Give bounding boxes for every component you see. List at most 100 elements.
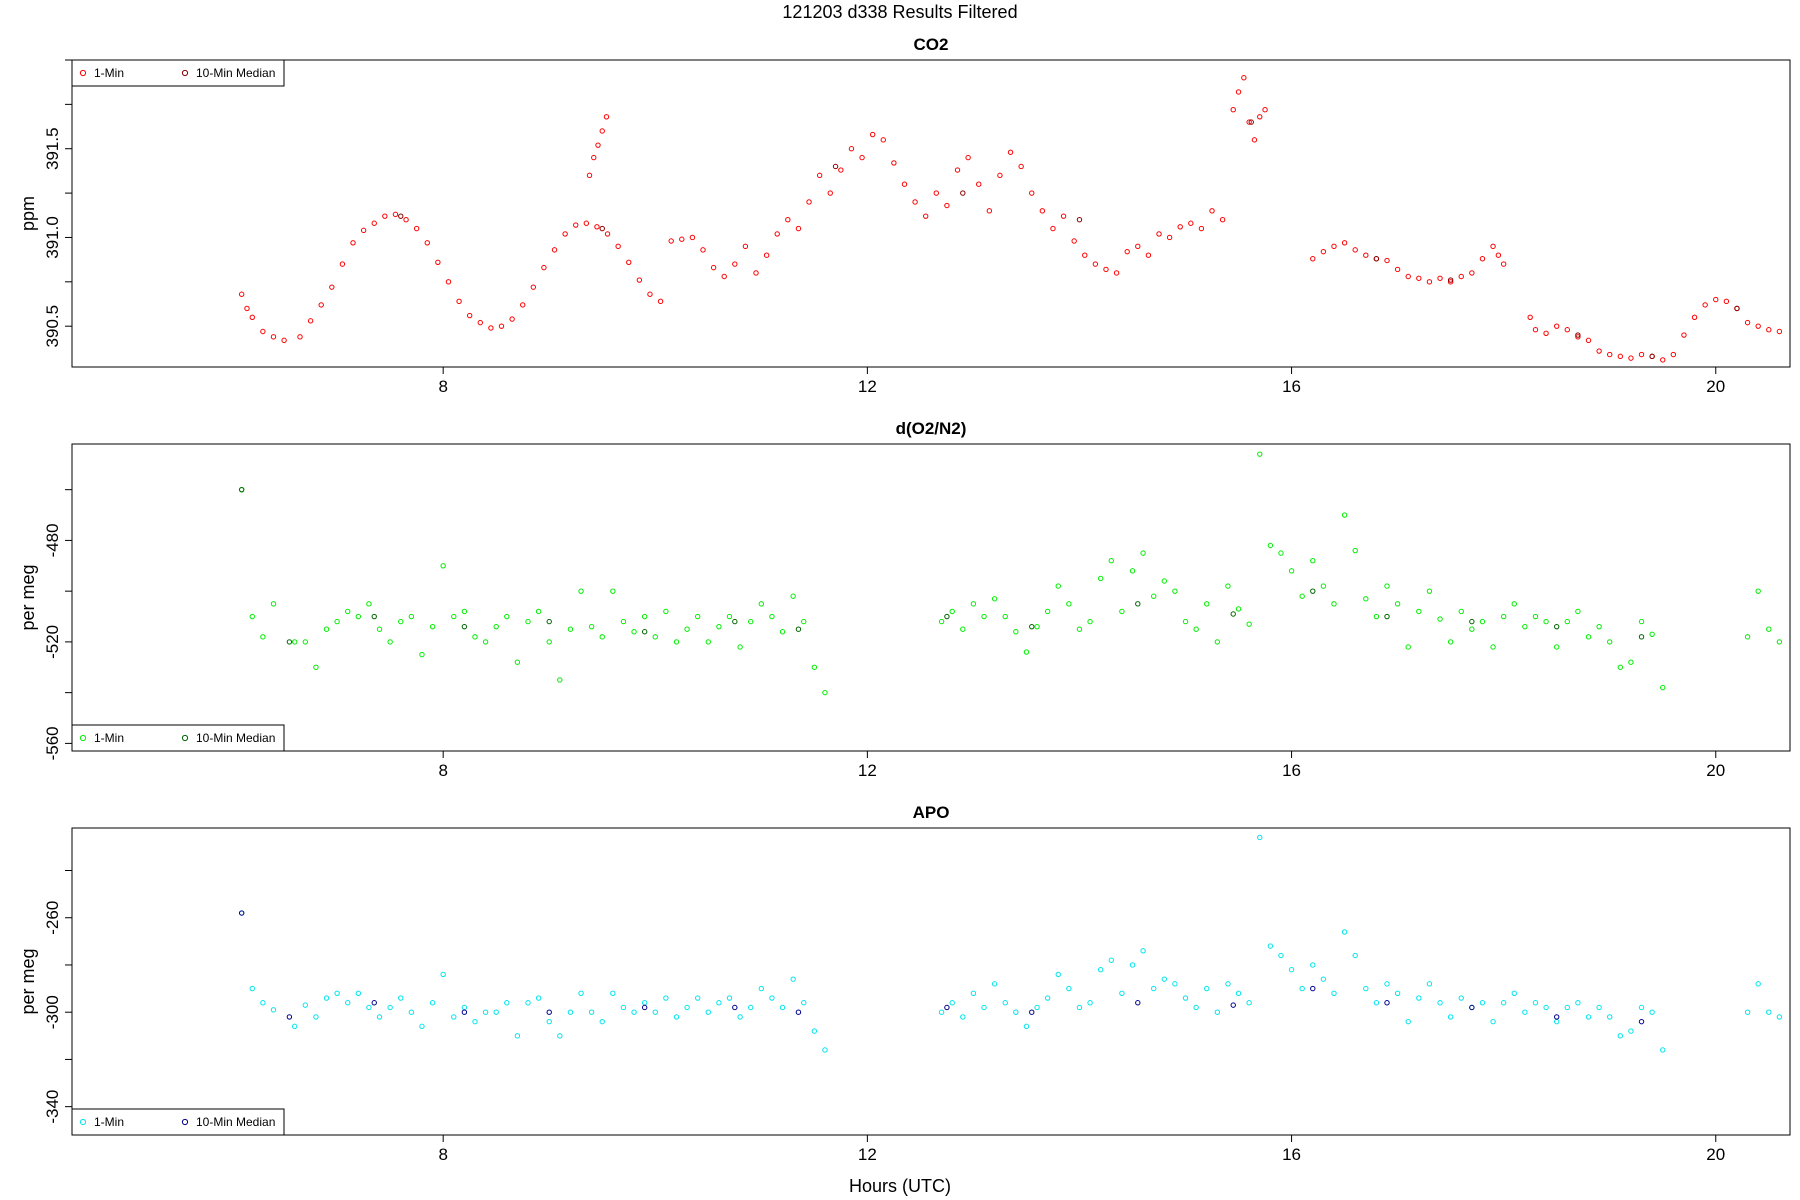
one-min-point [1320,583,1327,589]
median-point [398,213,404,219]
one-min-point [1103,266,1109,273]
one-min-point [1267,542,1274,549]
one-min-point [429,623,436,630]
one-min-point [1638,618,1645,625]
one-min-point [1638,1004,1645,1011]
one-min-point [1214,639,1221,645]
y-axis-label: ppm [18,196,38,231]
one-min-point [1437,616,1443,622]
one-min-point [1108,957,1114,963]
median-point [1373,256,1380,262]
x-tick-label: 16 [1282,761,1301,780]
one-min-point [461,608,468,615]
one-min-point [530,284,537,290]
median-point [1447,277,1454,283]
one-min-point [748,618,754,625]
one-min-point [1553,1018,1560,1025]
one-min-point [1490,644,1496,650]
one-min-point [1766,626,1772,632]
one-min-point [1341,929,1348,935]
median-point [546,618,552,625]
one-min-point [371,220,377,226]
one-min-point [1288,568,1295,574]
one-min-point [1405,644,1411,650]
panel-title: APO [913,803,950,822]
one-min-point [398,618,404,625]
one-min-point [1341,240,1348,246]
one-min-point [249,985,255,992]
one-min-point [472,1018,478,1025]
one-min-point [313,1014,319,1020]
one-min-point [938,1009,945,1015]
legend-entry: 10-Min Median [196,731,275,745]
panel-title: d(O2/N2) [896,419,967,438]
panels: CO2 8 12 16 20 390.5 391.0 391.5 ppm 1-Min 10-Min … [18,35,1791,1164]
one-min-point [1013,1009,1019,1015]
one-min-point [1416,275,1422,281]
one-min-point [763,252,770,258]
one-min-point [689,234,696,241]
one-min-point [1681,332,1687,338]
one-min-point [1617,1033,1624,1039]
one-min-point [387,1004,393,1011]
one-min-point [1458,273,1464,280]
one-min-point [1596,1004,1602,1011]
one-min-point [445,279,452,285]
scatter-points [238,75,1783,363]
one-min-point [1135,243,1141,250]
one-min-point [562,231,568,237]
one-min-point [551,247,558,253]
one-min-point [1384,257,1390,264]
one-min-point [1564,327,1570,333]
median-point [1638,634,1645,640]
one-min-point [1310,256,1316,262]
one-min-point [238,291,245,297]
one-min-point [806,199,812,205]
one-min-point [816,172,823,179]
y-tick-label: -300 [43,995,62,1029]
one-min-point [1776,639,1783,645]
one-min-point [673,639,680,645]
one-min-point [366,601,372,607]
one-min-point [1257,114,1263,120]
one-min-point [1384,981,1390,987]
one-min-point [355,613,362,620]
median-point [286,639,293,645]
one-min-point [1543,618,1549,625]
one-min-point [901,181,908,187]
one-min-point [1262,106,1268,113]
one-min-point [1278,952,1284,959]
one-min-point [1092,261,1099,267]
one-min-point [726,613,733,620]
one-min-point [944,202,950,209]
one-min-point [615,243,621,250]
x-tick-label: 16 [1282,377,1301,396]
one-min-point [270,334,277,340]
one-min-point [578,990,584,997]
one-min-point [1278,550,1284,556]
one-min-point [1140,948,1146,954]
one-min-point [466,312,473,319]
one-min-point [1458,608,1464,615]
one-min-point [1776,328,1783,335]
one-min-point [779,1004,786,1011]
one-min-point [1066,601,1072,607]
x-tick-label: 12 [858,1145,877,1164]
one-min-point [1029,190,1035,196]
one-min-point [1744,634,1751,640]
one-min-point [339,261,346,267]
one-min-point [1394,601,1401,607]
one-min-point [1607,351,1613,358]
legend-median-marker [181,734,189,742]
one-min-point [1124,248,1130,255]
one-min-point [1097,575,1104,582]
one-min-point [520,302,526,308]
one-min-point [1166,234,1173,241]
one-min-point [456,298,462,305]
chart-panel-0: CO2 8 12 16 20 390.5 391.0 391.5 ppm 1-Min 10-Min … [18,35,1791,396]
panel-title: CO2 [914,35,949,54]
one-min-point [716,623,722,630]
one-min-point [1527,314,1533,321]
one-min-point [785,217,791,223]
legend-box [71,59,285,87]
